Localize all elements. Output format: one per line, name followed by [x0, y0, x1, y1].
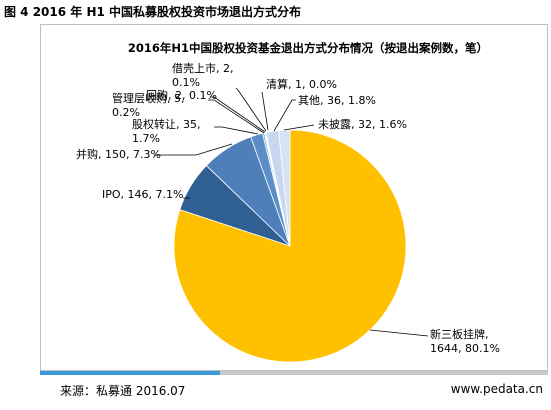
figure-title: 图 4 2016 年 H1 中国私募股权投资市场退出方式分布 — [4, 5, 302, 19]
leader-line-0 — [369, 329, 429, 337]
pie-slices — [173, 129, 407, 363]
slice-label-0-line-0: 新三板挂牌, — [430, 327, 489, 341]
leader-line-5 — [210, 96, 266, 133]
slice-label-6-line-1: 0.1% — [172, 76, 200, 89]
footer-accent-bar — [40, 371, 220, 375]
slice-label-8-line-0: 其他, 36, 1.8% — [298, 94, 376, 107]
slice-label-3-line-1: 1.7% — [132, 132, 160, 145]
pie-labels: 新三板挂牌,1644, 80.1% IPO, 146, 7.1% 并购, 150, … — [76, 61, 500, 355]
chart-title: 2016年H1中国股权投资基金退出方式分布情况（按退出案例数，笔） — [128, 41, 488, 55]
leader-line-8 — [273, 99, 296, 132]
slice-label-3-line-0: 股权转让, 35, — [132, 117, 201, 131]
slice-label-4-line-1: 0.2% — [112, 106, 140, 119]
slice-label-0-line-1: 1644, 80.1% — [430, 342, 500, 355]
leader-line-3 — [214, 126, 259, 135]
leader-line-4 — [208, 99, 265, 134]
slice-label-9-line-0: 未披露, 32, 1.6% — [318, 117, 407, 131]
slice-label-5-line-0: 回购, 2, 0.1% — [146, 88, 217, 102]
slice-label-2-line-0: 并购, 150, 7.3% — [76, 147, 161, 161]
slice-label-1-line-0: IPO, 146, 7.1% — [102, 188, 183, 201]
leader-line-6 — [235, 87, 267, 132]
slice-label-7-line-0: 清算, 1, 0.0% — [266, 77, 337, 91]
footer-divider-bar — [220, 371, 548, 375]
leader-line-2 — [154, 143, 233, 156]
source-note: 来源：私募通 2016.07 — [60, 384, 186, 398]
leader-line-9 — [283, 124, 315, 131]
slice-label-6-line-0: 借壳上市, 2, — [172, 61, 234, 75]
leader-line-7 — [261, 91, 269, 131]
slice-label-4-line-0: 管理层收购, 5, — [112, 91, 185, 105]
website-link[interactable]: www.pedata.cn — [450, 382, 543, 396]
pie-leader-lines — [154, 87, 429, 337]
